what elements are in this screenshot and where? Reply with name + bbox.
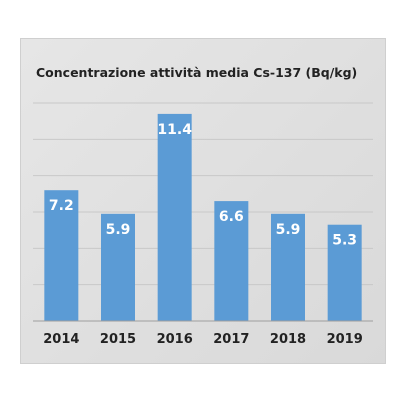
x-tick-label: 2017 [213, 332, 249, 347]
x-tick-label: 2015 [100, 332, 136, 347]
chart-panel: Concentrazione attività media Cs-137 (Bq… [20, 38, 386, 364]
data-label: 7.2 [49, 198, 74, 214]
data-label: 11.4 [157, 122, 192, 138]
x-tick-label: 2016 [157, 332, 193, 347]
data-label: 6.6 [219, 209, 244, 225]
bar [214, 201, 249, 321]
bar [157, 113, 192, 322]
x-tick-label: 2014 [43, 332, 79, 347]
x-tick-label: 2019 [327, 332, 363, 347]
bar [101, 213, 135, 321]
x-tick-label: 2018 [270, 332, 306, 347]
data-label: 5.3 [332, 233, 357, 249]
bar [271, 213, 305, 321]
data-label: 5.9 [276, 222, 301, 238]
bar-chart: 7.2 2014 5.9 2015 11.4 2016 6.6 2017 5.9 2018 5.3 2… [33, 102, 373, 347]
bar [44, 190, 79, 321]
chart-title: Concentrazione attività media Cs-137 (Bq… [36, 65, 358, 80]
bar [327, 224, 362, 321]
data-label: 5.9 [106, 222, 131, 238]
